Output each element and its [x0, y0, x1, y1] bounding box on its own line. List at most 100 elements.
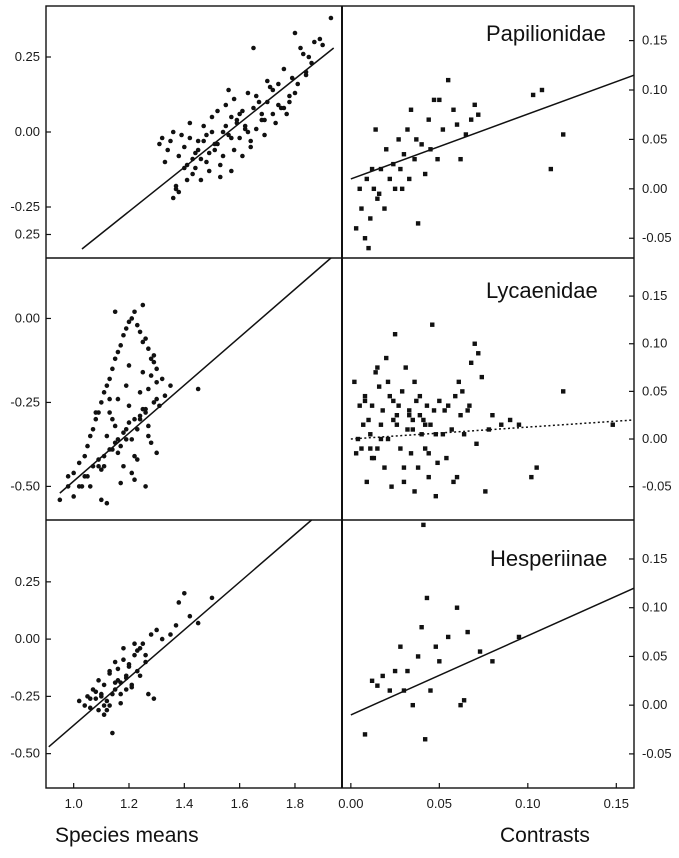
data-point [373, 127, 378, 132]
data-point [359, 206, 364, 211]
data-point [237, 111, 242, 117]
data-point [71, 494, 76, 499]
data-point [170, 195, 176, 201]
data-point [394, 422, 400, 427]
data-point [428, 422, 433, 427]
data-point [414, 137, 419, 142]
data-point [417, 413, 423, 418]
data-point [380, 408, 385, 413]
data-point [173, 623, 179, 628]
data-point [412, 489, 417, 494]
data-point [415, 654, 421, 659]
data-point [121, 657, 126, 663]
data-point [182, 590, 187, 596]
data-point [132, 652, 137, 658]
data-point [259, 111, 265, 117]
data-point [396, 137, 401, 142]
data-point [151, 696, 157, 701]
data-point [209, 595, 215, 601]
data-point [190, 171, 195, 177]
data-point [176, 600, 182, 605]
data-point [93, 696, 99, 701]
x-tick-label: 1.8 [286, 796, 304, 811]
data-point [242, 126, 248, 132]
data-point [359, 446, 364, 451]
data-point [456, 379, 461, 385]
data-point [281, 66, 287, 72]
data-point [99, 497, 104, 503]
data-point [123, 383, 129, 388]
data-point [195, 147, 201, 153]
data-point [369, 678, 375, 683]
data-point [507, 417, 513, 423]
y-tick-label: -0.50 [10, 478, 40, 493]
data-point [115, 666, 121, 672]
data-point [458, 413, 463, 418]
data-point [445, 77, 451, 83]
data-point [231, 96, 237, 102]
data-point [165, 147, 171, 153]
data-point [110, 416, 115, 422]
data-point [129, 684, 135, 690]
data-point [408, 107, 414, 112]
data-point [134, 427, 140, 432]
data-point [220, 129, 226, 135]
data-point [217, 162, 223, 168]
x-tick-label: 0.05 [427, 796, 452, 811]
data-point [134, 648, 140, 653]
data-point [405, 668, 410, 674]
data-point [414, 398, 419, 404]
data-point [248, 138, 254, 144]
data-point [137, 416, 143, 422]
x-tick-label: 0.00 [338, 796, 363, 811]
data-point [378, 166, 384, 172]
data-point [115, 450, 121, 456]
data-point [474, 441, 479, 446]
data-point [362, 398, 368, 404]
x-tick-label: 0.15 [604, 796, 629, 811]
data-point [187, 613, 193, 619]
data-point [129, 316, 135, 321]
data-point [170, 129, 176, 135]
data-point [151, 359, 157, 365]
data-point [530, 92, 536, 98]
data-point [148, 440, 154, 446]
data-point [433, 644, 438, 649]
data-point [126, 662, 132, 667]
data-point [454, 122, 460, 127]
y-tick-label: 0.05 [642, 648, 667, 663]
data-point [229, 114, 234, 120]
data-point [134, 457, 140, 462]
data-point [548, 166, 554, 172]
data-point [101, 712, 107, 718]
data-point [253, 126, 259, 132]
data-point [154, 379, 159, 385]
data-point [198, 177, 204, 183]
data-point [104, 383, 110, 388]
y-tick-label: 0.10 [642, 600, 667, 615]
y-tick-label: 0.00 [642, 181, 667, 196]
data-point [373, 370, 378, 375]
data-point [353, 451, 359, 456]
data-point [433, 493, 438, 499]
data-point [162, 393, 168, 399]
data-point [140, 369, 146, 375]
data-point [262, 132, 267, 138]
data-point [107, 376, 112, 382]
data-point [206, 168, 212, 174]
data-point [118, 700, 123, 706]
data-point [440, 127, 446, 132]
data-point [154, 450, 159, 456]
data-point [375, 365, 380, 370]
y-tick-label: 0.25 [15, 226, 40, 241]
data-point [467, 403, 472, 408]
y-tick-label: 0.10 [642, 82, 667, 97]
data-point [85, 474, 90, 479]
data-point [176, 189, 182, 195]
data-point [223, 102, 229, 108]
data-point [270, 87, 276, 93]
figure-border [45, 5, 635, 789]
panel-1: 0.25 0.00 -0.25 [10, 15, 335, 250]
data-point [422, 171, 428, 177]
data-point [71, 470, 76, 476]
